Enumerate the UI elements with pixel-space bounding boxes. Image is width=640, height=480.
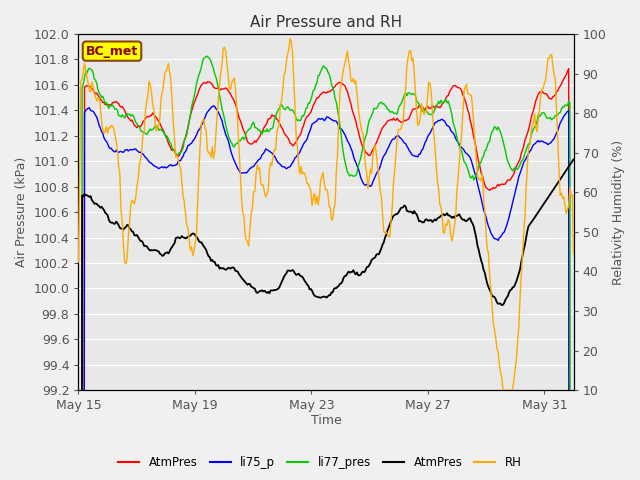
Y-axis label: Air Pressure (kPa): Air Pressure (kPa) <box>15 157 28 267</box>
Legend: AtmPres, li75_p, li77_pres, AtmPres, RH: AtmPres, li75_p, li77_pres, AtmPres, RH <box>113 452 527 474</box>
Y-axis label: Relativity Humidity (%): Relativity Humidity (%) <box>612 140 625 285</box>
Title: Air Pressure and RH: Air Pressure and RH <box>250 15 402 30</box>
Text: BC_met: BC_met <box>86 45 138 58</box>
X-axis label: Time: Time <box>310 414 341 427</box>
